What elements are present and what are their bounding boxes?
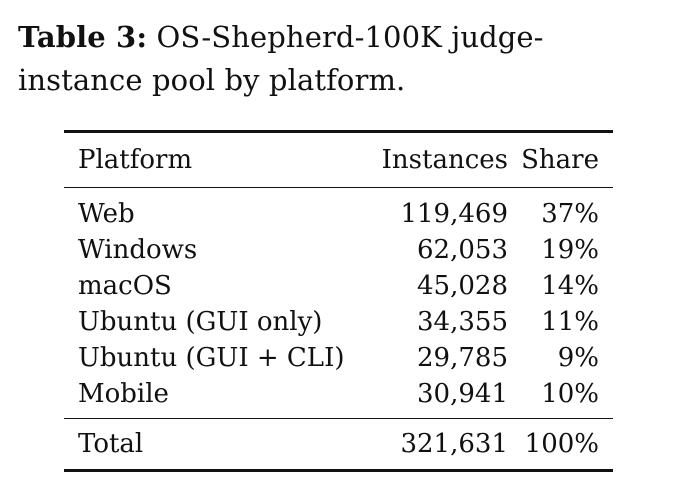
table-row: Mobile 30,941 10% [64,376,613,419]
cell-platform: Ubuntu (GUI + CLI) [78,343,345,373]
cell-share: 37% [541,199,599,229]
total-share: 100% [524,429,599,459]
cell-platform: Web [78,199,135,229]
caption-label: Table 3: [18,20,148,54]
table-row: Ubuntu (GUI + CLI) 29,785 9% [64,340,613,376]
cell-platform: Windows [78,235,198,265]
table-row: Ubuntu (GUI only) 34,355 11% [64,304,613,340]
table-total-row: Total 321,631 100% [64,418,613,471]
table-row: Web 119,469 37% [64,187,613,233]
cell-share: 9% [557,343,599,373]
platform-table-container: Platform Instances Share Web 119,469 37%… [64,130,613,472]
header-share: Share [521,145,599,175]
cell-instances: 29,785 [417,343,508,373]
header-platform: Platform [78,145,193,175]
table-row: macOS 45,028 14% [64,268,613,304]
total-platform: Total [78,429,144,459]
header-instances: Instances [381,145,508,175]
table-row: Windows 62,053 19% [64,232,613,268]
cell-instances: 34,355 [417,307,508,337]
platform-table: Platform Instances Share Web 119,469 37%… [64,130,613,472]
cell-instances: 30,941 [417,379,508,409]
cell-platform: macOS [78,271,172,301]
cell-instances: 119,469 [400,199,508,229]
total-instances: 321,631 [400,429,508,459]
cell-share: 10% [541,379,599,409]
cell-share: 14% [541,271,599,301]
table-header-row: Platform Instances Share [64,131,613,188]
cell-share: 19% [541,235,599,265]
cell-platform: Ubuntu (GUI only) [78,307,323,337]
caption-text: OS-Shepherd-100K judge-instance pool by … [18,20,544,97]
cell-platform: Mobile [78,379,169,409]
cell-instances: 45,028 [417,271,508,301]
table-caption: Table 3: OS-Shepherd-100K judge-instance… [18,16,668,102]
cell-instances: 62,053 [417,235,508,265]
cell-share: 11% [541,307,599,337]
